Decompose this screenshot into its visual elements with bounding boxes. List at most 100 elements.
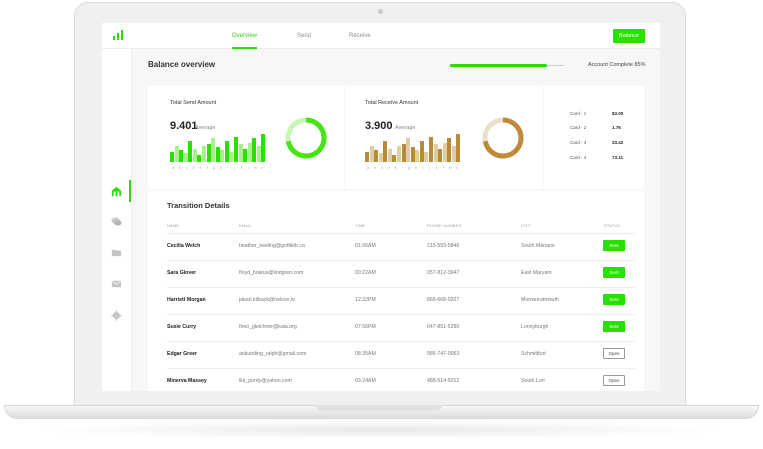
card-name: Card - 4: [570, 155, 587, 160]
receive-bar: [424, 151, 429, 162]
send-x-label: a: [172, 166, 174, 170]
table-row[interactable]: Susie Curry theo_gleichner@kaia.org 07:56P…: [167, 314, 635, 340]
card-value: 73.11: [612, 155, 624, 160]
tab-overview[interactable]: Overview: [232, 23, 258, 49]
send-bar-chart: [170, 132, 266, 162]
card-row[interactable]: Card - 3 33.42: [570, 140, 642, 148]
receive-average-label: Average: [395, 125, 416, 131]
balance-button[interactable]: Balance: [613, 29, 645, 43]
status-button[interactable]: Sent: [603, 294, 625, 305]
chat-icon[interactable]: [111, 216, 122, 227]
table-title: Transition Details: [167, 201, 230, 210]
send-card-title: Total Send Amount: [170, 100, 217, 106]
cell-name: Cecilia Welch: [167, 243, 201, 249]
send-bar: [220, 150, 225, 162]
receive-card-title: Total Receive Amount: [365, 100, 419, 106]
status-button[interactable]: Sent: [603, 240, 625, 251]
folder-icon[interactable]: [111, 247, 122, 258]
screen: Overview Send Receive Balance: [102, 23, 660, 391]
dashboard-icon[interactable]: [111, 186, 122, 197]
cell-email[interactable]: heather_keeling@gottlieb.ca: [239, 243, 305, 249]
transaction-table: Transition Details NAME EMAIL TIME PHONE…: [148, 191, 644, 391]
status-button[interactable]: Sent: [603, 267, 625, 278]
receive-x-label: a: [367, 166, 369, 170]
receive-x-label: c: [380, 166, 383, 170]
tab-receive[interactable]: Receive: [349, 33, 371, 39]
table-row[interactable]: Cecilia Welch heather_keeling@gottlieb.ca…: [167, 233, 635, 259]
receive-bar: [451, 145, 456, 162]
cell-city: South Lori: [521, 378, 545, 384]
status-button[interactable]: Open: [603, 348, 625, 359]
send-bar: [229, 151, 234, 162]
send-x-label: g: [213, 166, 216, 170]
column-header-name: NAME: [167, 224, 180, 228]
mail-icon[interactable]: [111, 278, 122, 289]
tab-send[interactable]: Send: [297, 33, 312, 39]
cell-city: Monserratmouth: [521, 297, 559, 303]
send-bar: [256, 145, 261, 162]
status-button[interactable]: Sent: [603, 321, 625, 332]
receive-bar: [387, 148, 392, 162]
receive-bar: [401, 144, 406, 162]
send-bar: [188, 141, 193, 162]
receive-bar: [365, 151, 369, 162]
cell-name: Edgar Greer: [167, 351, 197, 357]
camera-dot: [378, 9, 383, 14]
table-row[interactable]: Sara Glover floyd_brakus@lindgren.com 00:2…: [167, 260, 635, 286]
cell-name: Minerva Massey: [167, 378, 207, 384]
card-name: Card - 3: [570, 140, 587, 145]
card-row[interactable]: Card - 2 1.76: [570, 125, 642, 133]
cell-email[interactable]: lila_purdy@yahoo.com: [239, 378, 292, 384]
send-bar: [238, 144, 243, 162]
cell-name: Harriett Morgan: [167, 297, 206, 303]
send-x-label: m: [253, 166, 257, 170]
send-x-label: j: [234, 166, 236, 170]
status-button[interactable]: Open: [603, 375, 625, 386]
cell-email[interactable]: theo_gleichner@kaia.org: [239, 324, 297, 330]
send-amount: 9.401: [170, 120, 198, 132]
table-row[interactable]: Edgar Greer ankunding_ralph@gmail.com 08:3…: [167, 341, 635, 367]
receive-bar: [442, 142, 447, 162]
receive-donut-ring: [482, 117, 524, 159]
send-x-label: e: [199, 166, 202, 170]
card-row[interactable]: Card - 4 73.11: [570, 155, 642, 163]
send-bar: [202, 145, 206, 162]
receive-bar: [419, 141, 424, 162]
send-bar: [183, 153, 188, 162]
gear-icon[interactable]: [111, 310, 122, 321]
account-progress-bar: [450, 64, 564, 67]
cell-time: 12:22PM: [355, 297, 376, 303]
send-bar: [234, 136, 238, 162]
cell-email[interactable]: ankunding_ralph@gmail.com: [239, 351, 307, 357]
receive-x-label: i: [422, 166, 424, 170]
card-row[interactable]: Card - 1 83.00: [570, 111, 642, 119]
cell-email[interactable]: floyd_brakus@lindgren.com: [239, 270, 304, 276]
receive-x-label: j: [429, 166, 431, 170]
card-name: Card - 2: [570, 125, 587, 130]
receive-x-label: k: [435, 166, 438, 170]
cell-email[interactable]: jabari.kilback@nelson.tv: [239, 297, 296, 303]
receive-x-label: n: [456, 166, 459, 170]
column-header-time: TIME: [355, 224, 366, 228]
send-bar: [224, 141, 229, 162]
receive-bar: [369, 145, 374, 162]
receive-x-label: d: [387, 166, 390, 170]
send-average-label: Average: [195, 125, 216, 131]
receive-bar: [415, 150, 420, 162]
send-bar: [211, 138, 216, 162]
cell-city: Lonnyburgh: [521, 324, 549, 330]
send-bar: [192, 148, 197, 162]
table-row[interactable]: Harriett Morgan jabari.kilback@nelson.tv 1…: [167, 287, 635, 313]
sidebar: [102, 49, 132, 391]
receive-x-label: e: [394, 166, 397, 170]
laptop-shadow: [30, 421, 730, 439]
receive-bar: [383, 141, 388, 162]
receive-bar: [438, 148, 443, 162]
table-row[interactable]: Minerva Massey lila_purdy@yahoo.com 03:24A…: [167, 368, 635, 391]
card-name: Card - 1: [570, 111, 587, 116]
cell-time: 03:24AM: [355, 378, 376, 384]
account-progress-fill: [450, 64, 547, 67]
